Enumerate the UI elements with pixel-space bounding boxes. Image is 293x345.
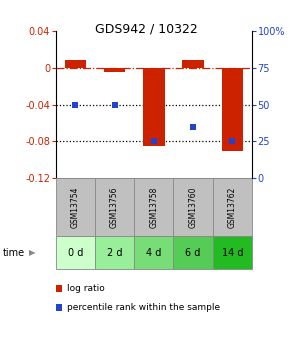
Bar <box>173 178 213 236</box>
Text: GDS942 / 10322: GDS942 / 10322 <box>95 22 198 36</box>
Text: 14 d: 14 d <box>222 248 243 258</box>
Bar <box>222 68 243 150</box>
Bar <box>95 178 134 236</box>
Text: GSM13760: GSM13760 <box>189 186 197 228</box>
Text: 0 d: 0 d <box>68 248 83 258</box>
Text: GSM13762: GSM13762 <box>228 187 237 228</box>
Text: time: time <box>3 248 25 258</box>
Text: ▶: ▶ <box>29 248 36 257</box>
Text: GSM13756: GSM13756 <box>110 186 119 228</box>
Bar <box>104 68 125 72</box>
Text: GSM13754: GSM13754 <box>71 186 80 228</box>
Text: 6 d: 6 d <box>185 248 201 258</box>
Bar <box>173 236 213 269</box>
Text: percentile rank within the sample: percentile rank within the sample <box>67 303 220 312</box>
Bar <box>56 178 95 236</box>
Bar <box>213 236 252 269</box>
Bar <box>134 178 173 236</box>
Bar <box>182 60 204 68</box>
Text: 2 d: 2 d <box>107 248 122 258</box>
Bar <box>64 60 86 68</box>
Text: 4 d: 4 d <box>146 248 161 258</box>
Text: GSM13758: GSM13758 <box>149 187 158 228</box>
Bar <box>143 68 165 146</box>
Bar <box>56 236 95 269</box>
Bar <box>134 236 173 269</box>
Bar <box>213 178 252 236</box>
Bar <box>95 236 134 269</box>
Text: log ratio: log ratio <box>67 284 104 293</box>
